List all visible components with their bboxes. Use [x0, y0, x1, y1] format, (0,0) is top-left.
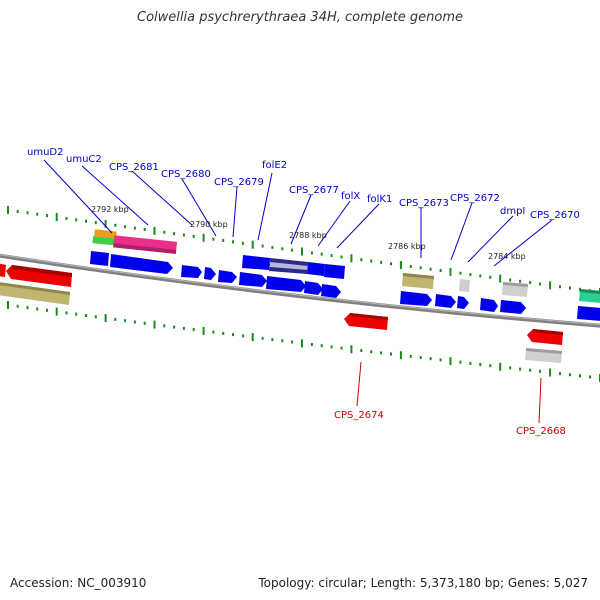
connector-CPS_2668: [538, 377, 542, 424]
feature-gray-3-shade: [526, 348, 562, 354]
genome-backbone-highlight: [0, 254, 600, 326]
feature-olive-left-shade: [0, 282, 70, 295]
gene-label-folE2[interactable]: folE2: [262, 160, 287, 171]
feature-olive-1-shade: [403, 273, 434, 279]
topology-label: Topology: circular; Length: 5,373,180 bp…: [258, 576, 588, 590]
genome-backbone: [0, 253, 600, 328]
feature-pink-shade: [113, 243, 177, 254]
connector-CPS_2681: [131, 170, 193, 226]
gene-folX: [307, 262, 325, 276]
gene-CPS_2667: [577, 306, 600, 321]
reverse-label-connectors: [356, 361, 542, 424]
outer-tick-row: [7, 206, 600, 296]
connector-umuC2: [81, 165, 149, 226]
gene-red-left-b: [6, 265, 72, 287]
gene-CPS_2672: [435, 294, 456, 308]
gene-CPS_2677-hl: [270, 262, 308, 270]
gene-red-left-b-shade: [12, 265, 72, 277]
gene-CPS_2670b: [500, 300, 526, 314]
gene-dmpI: [457, 296, 469, 309]
connector-CPS_2677: [290, 194, 312, 245]
label-connectors: [43, 159, 553, 267]
scale-label-2784: 2784 kbp: [488, 252, 526, 261]
accession-label: Accession: NC_003910: [10, 576, 147, 590]
gene-label-dmpI[interactable]: dmpI: [500, 206, 525, 217]
gene-label-CPS_2668[interactable]: CPS_2668: [516, 426, 566, 437]
gene-CPS_2676: [239, 272, 267, 287]
gene-folE2: [242, 255, 270, 270]
gene-label-umuC2[interactable]: umuC2: [66, 154, 102, 165]
gene-label-CPS_2679[interactable]: CPS_2679: [214, 177, 264, 188]
connector-dmpI: [467, 215, 514, 263]
connector-CPS_2674: [356, 361, 362, 407]
inner-tick-row: [7, 301, 600, 382]
connector-CPS_2670: [493, 219, 553, 267]
gene-CPS_2670: [480, 298, 498, 312]
connector-folX: [317, 200, 351, 247]
gene-CPS_2675c: [321, 284, 341, 298]
gene-label-CPS_2680[interactable]: CPS_2680: [161, 169, 211, 180]
scale-label-2788: 2788 kbp: [289, 231, 327, 240]
gene-CPS_2681: [181, 265, 202, 278]
gene-folK1: [324, 264, 345, 279]
gene-label-CPS_2674[interactable]: CPS_2674: [334, 410, 384, 421]
gene-CPS_2674-shade: [350, 313, 388, 320]
gene-label-folK1[interactable]: folK1: [367, 194, 392, 205]
gene-umuC2: [110, 254, 173, 274]
feature-teal-shade: [580, 289, 600, 294]
feature-olive-left: [0, 282, 70, 305]
gene-label-CPS_2673[interactable]: CPS_2673: [399, 198, 449, 209]
gene-CPS_2679: [218, 270, 237, 283]
gene-red-left-a: [0, 263, 6, 277]
connector-folK1: [336, 203, 380, 249]
gene-CPS_2673: [400, 291, 432, 306]
gene-label-umuD2[interactable]: umuD2: [27, 147, 63, 158]
gene-label-CPS_2672[interactable]: CPS_2672: [450, 193, 500, 204]
gene-CPS_2680: [204, 267, 216, 280]
connector-CPS_2679: [232, 186, 238, 238]
gene-label-CPS_2670[interactable]: CPS_2670: [530, 210, 580, 221]
gene-CPS_2675: [266, 276, 306, 292]
gene-CPS_2675b: [304, 281, 323, 295]
gene-umuD2: [90, 251, 109, 266]
gene-CPS_2668-shade: [533, 329, 563, 335]
scale-label-2786: 2786 kbp: [388, 242, 426, 251]
connector-CPS_2672: [450, 202, 473, 261]
forward-strand-genes: [90, 251, 600, 321]
feature-gray-1: [459, 279, 470, 292]
gene-label-folX[interactable]: folX: [341, 191, 360, 202]
gene-label-CPS_2677[interactable]: CPS_2677: [289, 185, 339, 196]
feature-gray-2-shade: [503, 282, 528, 287]
feature-green: [92, 236, 116, 246]
connector-CPS_2680: [181, 178, 217, 237]
map-title: Colwellia psychrerythraea 34H, complete …: [137, 10, 463, 25]
scale-label-2792: 2792 kbp: [91, 205, 129, 214]
connector-umuD2: [43, 159, 113, 234]
gene-label-CPS_2681[interactable]: CPS_2681: [109, 162, 159, 173]
connector-folE2: [257, 172, 273, 241]
